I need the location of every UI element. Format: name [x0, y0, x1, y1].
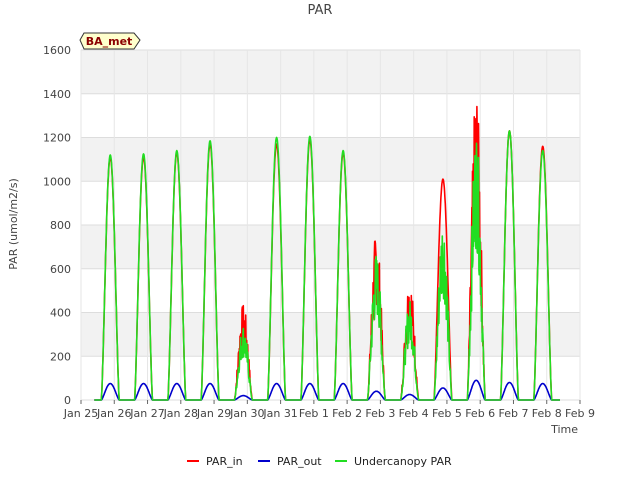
x-tick-label: Feb 8 — [532, 407, 562, 420]
y-tick-label: 400 — [50, 307, 71, 320]
y-axis-ticks: 0 200 400 600 800 1000 1200 1400 1600 — [43, 44, 71, 407]
grid-band — [81, 312, 580, 357]
series-line-undercanopy-par — [93, 130, 561, 401]
y-tick-label: 800 — [50, 219, 71, 232]
y-tick-label: 1400 — [43, 88, 71, 101]
y-tick-label: 0 — [64, 394, 71, 407]
x-tick-label: Feb 9 — [565, 407, 595, 420]
x-tick-label: Jan 27 — [129, 407, 164, 420]
site-badge-box — [79, 32, 141, 50]
x-tick-label: Jan 29 — [196, 407, 231, 420]
legend-label-par-in: PAR_in — [206, 455, 243, 468]
x-tick-label: Feb 1 — [299, 407, 329, 420]
legend-label-undercanopy-par: Undercanopy PAR — [354, 455, 452, 468]
x-tick-label: Jan 26 — [96, 407, 131, 420]
series-layer — [93, 105, 561, 401]
y-tick-label: 200 — [50, 350, 71, 363]
x-tick-label: Jan 25 — [63, 407, 98, 420]
x-tick-label: Jan 28 — [163, 407, 198, 420]
x-tick-label: Feb 5 — [432, 407, 462, 420]
y-axis-title: PAR (umol/m2/s) — [7, 178, 20, 270]
chart-title: PAR — [308, 3, 333, 18]
legend-label-par-out: PAR_out — [277, 455, 322, 468]
grid-bands — [81, 50, 580, 357]
y-tick-label: 600 — [50, 263, 71, 276]
x-tick-label: Feb 6 — [465, 407, 495, 420]
x-tick-label: Feb 7 — [498, 407, 528, 420]
x-tick-label: Feb 4 — [399, 407, 429, 420]
legend: PAR_in PAR_out Undercanopy PAR — [187, 455, 452, 468]
x-tick-label: Jan 31 — [262, 407, 297, 420]
y-tick-label: 1600 — [43, 44, 71, 57]
x-tick-label: Feb 2 — [332, 407, 362, 420]
site-badge-label: BA_met — [86, 35, 133, 48]
y-tick-label: 1000 — [43, 175, 71, 188]
grid-band — [81, 50, 580, 94]
site-badge: BA_met — [79, 32, 141, 50]
grid-band — [81, 137, 580, 182]
x-axis-title: Time — [550, 423, 578, 436]
y-tick-label: 1200 — [43, 132, 71, 145]
x-tick-label: Jan 30 — [229, 407, 264, 420]
grid-band — [81, 225, 580, 269]
x-tick-label: Feb 3 — [365, 407, 395, 420]
